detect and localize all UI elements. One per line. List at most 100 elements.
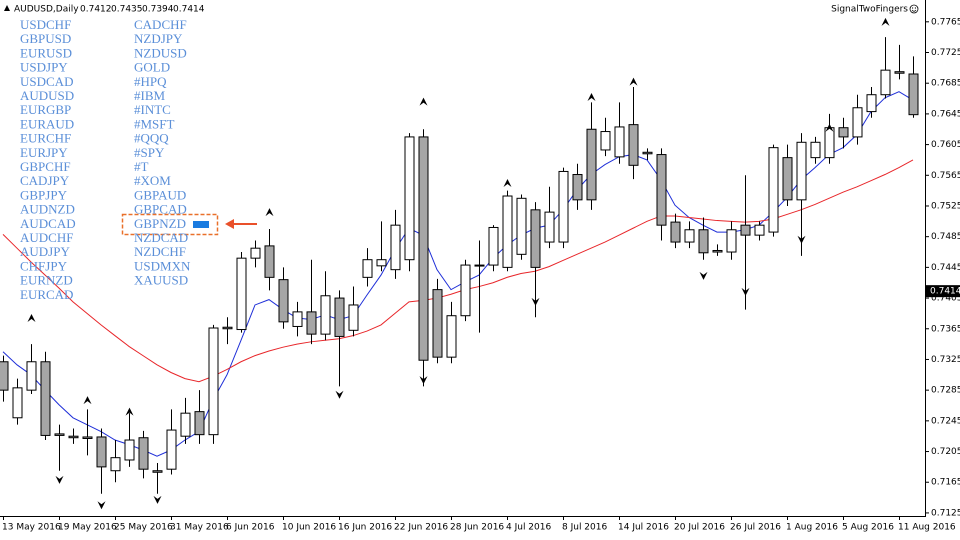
symbol-link[interactable]: AUDCAD — [20, 216, 76, 231]
symbol-link[interactable]: #SPY — [134, 145, 165, 160]
fractal-down-arrow — [741, 287, 750, 296]
symbol-link[interactable]: CHFJPY — [20, 258, 68, 273]
symbol-link[interactable]: CADCHF — [134, 17, 187, 32]
fractal-down-arrow — [531, 297, 540, 306]
y-tick-label: 0.7485 — [931, 232, 960, 242]
symbol-link[interactable]: #QQQ — [134, 131, 169, 146]
fractal-down-arrow — [699, 271, 708, 280]
fractal-down-arrow — [97, 501, 106, 510]
candle-body — [26, 361, 37, 391]
candle-body — [838, 127, 849, 138]
candle-body — [418, 136, 429, 361]
candle-body — [54, 433, 65, 436]
x-tick-label: 1 Aug 2016 — [786, 523, 838, 533]
symbol-link[interactable]: USDCHF — [20, 17, 71, 32]
y-tick-label: 0.7285 — [931, 386, 960, 396]
symbol-link[interactable]: GOLD — [134, 60, 170, 75]
candle-body — [866, 94, 877, 113]
candle-body — [362, 259, 373, 278]
candle-body — [824, 127, 835, 159]
symbol-link[interactable]: GBPUSD — [20, 31, 71, 46]
candle-body — [726, 229, 737, 253]
x-tick-label: 4 Jul 2016 — [506, 523, 551, 533]
fractal-up-arrow — [825, 123, 834, 132]
y-tick-label: 0.7525 — [931, 201, 960, 211]
symbol-link[interactable]: AUDJPY — [20, 244, 70, 259]
symbol-link[interactable]: EURNZD — [20, 273, 73, 288]
symbol-link[interactable]: NZDUSD — [134, 45, 187, 60]
candle-body — [754, 224, 765, 236]
symbol-link[interactable]: GBPCAD — [134, 202, 187, 217]
symbol-link[interactable]: EURUSD — [20, 45, 72, 60]
candle-body — [782, 157, 793, 201]
y-tick-label: 0.7365 — [931, 324, 960, 334]
symbol-list[interactable]: USDCHFGBPUSDEURUSDUSDJPYUSDCADAUDUSDEURG… — [20, 17, 191, 302]
fractal-up-arrow — [265, 208, 274, 217]
symbol-link[interactable]: GBPAUD — [134, 187, 186, 202]
symbol-link[interactable]: USDMXN — [134, 258, 191, 273]
x-tick-label: 10 Jun 2016 — [282, 523, 336, 533]
fractal-up-arrow — [587, 93, 596, 102]
y-tick-label: 0.7605 — [931, 140, 960, 150]
symbol-link[interactable]: GBPCHF — [20, 159, 71, 174]
fractal-up-arrow — [83, 396, 92, 405]
symbol-link[interactable]: EURAUD — [20, 116, 74, 131]
symbol-link[interactable]: AUDNZD — [20, 202, 75, 217]
candle-body — [152, 470, 163, 473]
x-tick-label: 31 May 2016 — [170, 523, 229, 533]
candle-body — [376, 259, 387, 267]
candle-body — [250, 247, 261, 259]
y-tick-label: 0.7165 — [931, 478, 960, 488]
fractal-up-arrow — [881, 17, 890, 26]
candle-body — [110, 457, 121, 472]
candle-body — [740, 224, 751, 236]
fractal-down-arrow — [797, 235, 806, 244]
symbol-link[interactable]: NZDJPY — [134, 31, 183, 46]
x-tick-label: 11 Aug 2016 — [898, 523, 956, 533]
symbol-link[interactable]: GBPJPY — [20, 187, 68, 202]
symbol-link[interactable]: EURCHF — [20, 131, 71, 146]
symbol-link[interactable]: EURCAD — [20, 287, 73, 302]
candle-body — [460, 264, 471, 317]
candle-body — [586, 128, 597, 201]
symbol-link[interactable]: #MSFT — [134, 116, 175, 131]
symbol-link[interactable]: CADJPY — [20, 173, 70, 188]
candle-body — [236, 257, 247, 331]
symbol-link[interactable]: USDCAD — [20, 74, 73, 89]
symbol-link[interactable]: #IBM — [134, 88, 166, 103]
moving-average-line — [2, 159, 914, 383]
symbol-link[interactable]: #T — [134, 159, 149, 174]
symbol-link[interactable]: EURGBP — [20, 102, 71, 117]
candle-body — [502, 195, 513, 268]
symbol-link[interactable]: AUDUSD — [20, 88, 74, 103]
y-tick-label: 0.7565 — [931, 171, 960, 181]
y-tick-label: 0.7325 — [931, 355, 960, 365]
symbol-link[interactable]: AUDCHF — [20, 230, 73, 245]
last-price-box — [926, 285, 960, 298]
symbol-link[interactable]: #XOM — [134, 173, 171, 188]
candle-body — [306, 311, 317, 335]
symbol-link[interactable]: EURJPY — [20, 145, 68, 160]
candle-body — [292, 311, 303, 327]
symbol-link[interactable]: NZDCHF — [134, 244, 186, 259]
y-tick-label: 0.7685 — [931, 79, 960, 89]
candle-body — [0, 361, 9, 391]
fractal-up-arrow — [27, 314, 36, 323]
symbol-link[interactable]: NZDCAD — [134, 230, 188, 245]
fractal-up-arrow — [419, 97, 428, 106]
candle-body — [768, 147, 779, 233]
candle-body — [222, 326, 233, 330]
symbol-link[interactable]: #HPQ — [134, 74, 167, 89]
symbol-link[interactable]: #INTC — [134, 102, 171, 117]
candle-body — [698, 229, 709, 254]
x-tick-label: 26 Jul 2016 — [730, 523, 781, 533]
symbol-link[interactable]: GBPNZD — [134, 216, 186, 231]
fractal-up-arrow — [125, 407, 134, 416]
candle-body — [544, 211, 555, 243]
header-price: 0.7394 — [142, 5, 174, 15]
symbol-link[interactable]: USDJPY — [20, 60, 68, 75]
x-tick-label: 5 Aug 2016 — [842, 523, 894, 533]
symbol-link[interactable]: XAUUSD — [134, 273, 188, 288]
header-price: 0.7435 — [111, 5, 143, 15]
candle-body — [894, 71, 905, 74]
